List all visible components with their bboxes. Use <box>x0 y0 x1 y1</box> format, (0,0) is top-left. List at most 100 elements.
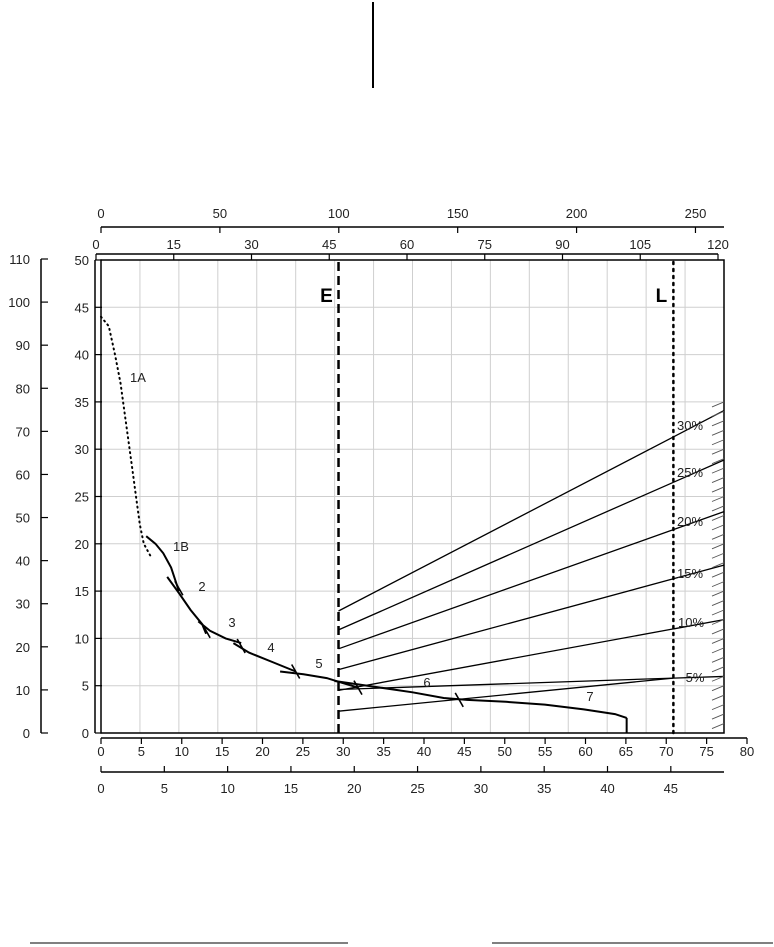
bottom1-tick-label: 65 <box>619 744 633 759</box>
series-line <box>232 642 297 673</box>
series-labels: 1A 1B 2 3 4 5 6 7 5% 10% 15% 20% 25% 30% <box>130 370 705 704</box>
bottom1-tick-label: 40 <box>417 744 431 759</box>
axis-top-2: 0 15 30 45 60 75 90 105 120 <box>92 237 729 260</box>
left-inner-tick-label: 30 <box>75 442 89 457</box>
bottom2-tick-label: 40 <box>600 781 614 796</box>
left-inner-tick-label: 40 <box>75 348 89 363</box>
left-inner-tick-label: 50 <box>75 253 89 268</box>
series-line <box>338 578 674 671</box>
bottom1-tick-label: 55 <box>538 744 552 759</box>
left-inner-tick-label: 0 <box>82 726 89 741</box>
top2-tick-label: 120 <box>707 237 729 252</box>
top2-tick-label: 45 <box>322 237 336 252</box>
hatch-mark <box>711 429 725 436</box>
hatch-mark <box>711 704 725 711</box>
hatch-mark <box>711 496 725 502</box>
left-inner-tick-label: 25 <box>75 490 89 505</box>
bottom1-tick-label: 5 <box>138 744 145 759</box>
series-line <box>338 628 674 692</box>
axis-bottom-1: 0 5 10 15 20 25 30 35 40 45 50 55 60 65 70 75 80 <box>97 737 754 759</box>
bottom2-tick-label: 15 <box>284 781 298 796</box>
hatch-mark <box>711 581 725 588</box>
marker-l-label: L <box>656 286 668 307</box>
hatch-mark <box>711 552 725 559</box>
hatch-mark <box>711 609 725 616</box>
hatch-mark <box>711 515 725 521</box>
series-extension <box>673 675 725 679</box>
series-line <box>338 481 674 631</box>
bottom1-tick-label: 10 <box>175 744 189 759</box>
hatch-mark <box>711 439 725 446</box>
hatch-mark <box>711 619 725 625</box>
top1-tick-label: 250 <box>685 206 707 221</box>
bottom1-tick-label: 30 <box>336 744 350 759</box>
segment-tick <box>353 680 363 695</box>
series-label: 3 <box>228 615 235 630</box>
hatch-mark <box>711 420 725 427</box>
series-label: 2 <box>198 579 205 594</box>
bottom1-tick-label: 20 <box>255 744 269 759</box>
left-outer-tick-label: 100 <box>8 295 30 310</box>
hatch-mark <box>711 600 725 606</box>
left-inner-tick-label: 5 <box>82 679 89 694</box>
bottom2-tick-label: 45 <box>664 781 678 796</box>
series-label: 5 <box>315 656 322 671</box>
series-label: 15% <box>677 566 703 581</box>
bottom1-tick-label: 45 <box>457 744 471 759</box>
hatch-mark <box>711 723 725 729</box>
hatch-mark <box>711 656 725 663</box>
series-extension <box>673 619 725 630</box>
series-line <box>338 436 674 612</box>
hatch-mark <box>711 571 725 578</box>
left-outer-tick-label: 30 <box>16 597 30 612</box>
bottom1-tick-label: 25 <box>296 744 310 759</box>
left-outer-tick-label: 20 <box>16 640 30 655</box>
bottom2-tick-label: 30 <box>474 781 488 796</box>
hatch-mark <box>711 675 725 682</box>
segment-tick <box>290 664 301 679</box>
left-outer-tick-label: 60 <box>16 467 30 482</box>
top2-tick-label: 15 <box>167 237 181 252</box>
bottom2-tick-label: 35 <box>537 781 551 796</box>
series-line <box>338 528 674 650</box>
series-line <box>334 680 628 719</box>
bottom2-tick-label: 10 <box>220 781 234 796</box>
hatch-mark <box>711 637 725 644</box>
bottom1-tick-label: 15 <box>215 744 229 759</box>
hatch-mark <box>711 666 725 673</box>
bottom1-tick-label: 0 <box>97 744 104 759</box>
hatch-mark <box>711 543 725 550</box>
series-line <box>338 677 674 691</box>
series-label: 5% <box>686 670 705 685</box>
top2-tick-label: 60 <box>400 237 414 252</box>
left-inner-tick-label: 15 <box>75 584 89 599</box>
left-outer-tick-label: 90 <box>16 338 30 353</box>
left-inner-tick-label: 35 <box>75 395 89 410</box>
series-line <box>100 315 153 559</box>
top1-tick-label: 0 <box>97 206 104 221</box>
series-extension <box>673 564 725 580</box>
bottom2-tick-label: 25 <box>410 781 424 796</box>
hatch-mark <box>711 448 725 455</box>
series-label: 4 <box>267 640 274 655</box>
series-label: 30% <box>677 418 703 433</box>
left-outer-tick-label: 10 <box>16 683 30 698</box>
left-inner-tick-label: 20 <box>75 537 89 552</box>
bottom1-tick-label: 80 <box>740 744 754 759</box>
hatch-mark <box>711 713 725 720</box>
left-outer-tick-label: 50 <box>16 511 30 526</box>
axis-bottom-2: 0 5 10 15 20 25 30 35 40 45 <box>97 766 724 796</box>
bottom1-tick-label: 60 <box>578 744 592 759</box>
hatch-mark <box>711 477 725 483</box>
series-lines <box>100 315 725 733</box>
left-outer-tick-label: 70 <box>16 424 30 439</box>
left-outer-tick-label: 80 <box>16 381 30 396</box>
series-label: 7 <box>586 689 593 704</box>
top1-tick-label: 200 <box>566 206 588 221</box>
bottom1-tick-label: 35 <box>376 744 390 759</box>
segment-tick <box>201 623 211 639</box>
axis-left-inner: 0 5 10 15 20 25 30 35 40 45 50 <box>75 253 102 741</box>
left-outer-tick-label: 110 <box>9 252 30 267</box>
